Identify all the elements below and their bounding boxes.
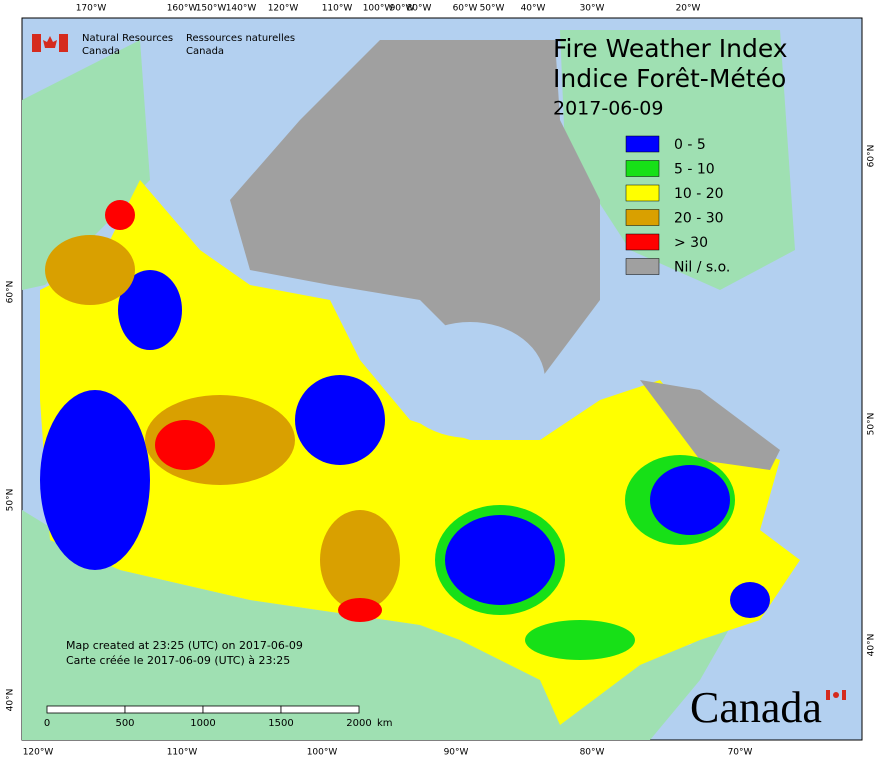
scale-label: 1500	[268, 718, 293, 729]
note-en: Map created at 23:25 (UTC) on 2017-06-09	[66, 639, 303, 652]
maple-leaf	[43, 36, 57, 48]
area-blue	[295, 375, 385, 465]
graticule-label-top: 110°W	[322, 4, 353, 14]
graticule-label-top: 80°W	[407, 4, 432, 14]
graticule-label-bottom: 120°W	[23, 748, 54, 758]
graticule-label-left: 50°N	[6, 489, 16, 512]
graticule-label-top: 150°W	[196, 4, 227, 14]
graticule-label-bottom: 100°W	[307, 748, 338, 758]
arctic-islands	[230, 40, 600, 380]
legend-swatch	[625, 160, 660, 177]
graticule-label-top: 30°W	[580, 4, 605, 14]
flag-bar	[32, 34, 41, 52]
legend-swatch	[625, 135, 660, 153]
graticule-label-right: 50°N	[867, 413, 877, 436]
graticule-label-bottom: 90°W	[444, 748, 469, 758]
maple-leaf	[833, 692, 839, 698]
legend-swatch	[625, 184, 660, 202]
area-blue	[445, 515, 555, 605]
scale-segment	[280, 705, 360, 714]
labrador-nil	[640, 380, 780, 470]
legend-label: > 30	[674, 235, 708, 251]
scale-unit: km	[377, 718, 393, 729]
legend-swatch	[625, 258, 660, 275]
legend-swatch	[625, 233, 660, 251]
area-orange	[45, 235, 135, 305]
map-date: 2017-06-09	[553, 98, 663, 120]
area-blue	[730, 582, 770, 618]
flag-bar	[842, 690, 846, 700]
area-orange	[320, 510, 400, 610]
scale-label: 500	[115, 718, 134, 729]
logo	[32, 34, 68, 52]
agency-en: Natural Resources	[82, 33, 173, 44]
alaska	[22, 40, 150, 290]
area-blue	[40, 390, 150, 570]
flag-bar	[59, 34, 68, 52]
legend-label: 5 - 10	[674, 162, 715, 178]
graticule-label-top: 60°W	[453, 4, 478, 14]
agency-fr: Canada	[186, 46, 224, 57]
note-fr: Carte créée le 2017-06-09 (UTC) à 23:25	[66, 654, 290, 667]
legend-label: Nil / s.o.	[674, 260, 730, 276]
legend-label: 0 - 5	[674, 137, 706, 153]
legend-swatch	[625, 209, 660, 226]
legend-label: 10 - 20	[674, 186, 724, 202]
flag-bar	[826, 690, 830, 700]
area-red	[105, 200, 135, 230]
graticule-label-right: 40°N	[867, 634, 877, 657]
graticule-label-left: 60°N	[6, 281, 16, 304]
graticule-label-right: 60°N	[867, 145, 877, 168]
graticule-label-bottom: 110°W	[167, 748, 198, 758]
graticule-label-top: 140°W	[226, 4, 257, 14]
graticule-label-bottom: 70°W	[728, 748, 753, 758]
graticule-label-top: 40°W	[521, 4, 546, 14]
legend-label: 20 - 30	[674, 211, 724, 227]
title-en: Fire Weather Index	[553, 34, 788, 63]
legend: 0 - 5 5 - 10 10 - 20 20 - 30 > 30 Nil / s.o.	[625, 135, 730, 276]
scale-label: 0	[44, 718, 50, 729]
graticule-label-top: 160°W	[167, 4, 198, 14]
area-blue	[650, 465, 730, 535]
scale-label: 2000	[346, 718, 371, 729]
scale-segment	[46, 705, 126, 714]
scale-segment	[124, 705, 204, 714]
area-blue	[118, 270, 182, 350]
graticule-label-left: 40°N	[6, 689, 16, 712]
canada-wordmark: Canada	[690, 683, 822, 732]
graticule-label-top: 170°W	[76, 4, 107, 14]
graticule-label-top: 50°W	[480, 4, 505, 14]
canada-mainland	[40, 180, 800, 725]
agency-fr: Ressources naturelles	[186, 33, 295, 44]
area-red	[155, 420, 215, 470]
hudson-bay	[395, 322, 545, 438]
agency-en: Canada	[82, 46, 120, 57]
graticule-label-top: 100°W	[363, 4, 394, 14]
wordmark-flag	[826, 690, 846, 700]
graticule-label-top: 20°W	[676, 4, 701, 14]
graticule-label-bottom: 80°W	[580, 748, 605, 758]
graticule-label-top: 90°W	[390, 4, 415, 14]
graticule-label-top: 120°W	[268, 4, 299, 14]
scale-label: 1000	[190, 718, 215, 729]
scale-segment	[202, 705, 282, 714]
area-red	[338, 598, 382, 622]
greenland	[560, 30, 795, 290]
area-green	[525, 620, 635, 660]
scale-bar: 0 500 1000 1500 2000 km	[44, 705, 393, 729]
fwi-areas	[40, 200, 770, 660]
title-fr: Indice Forêt-Météo	[553, 64, 786, 93]
